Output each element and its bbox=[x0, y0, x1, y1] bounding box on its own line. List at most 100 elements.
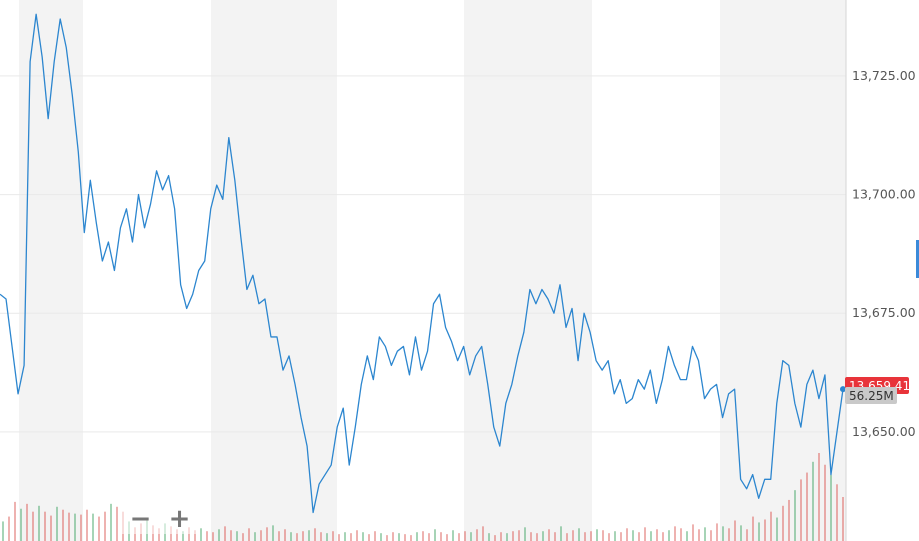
volume-bar bbox=[752, 516, 754, 541]
volume-bar bbox=[74, 513, 76, 541]
volume-bar bbox=[332, 531, 334, 541]
volume-bar bbox=[260, 530, 262, 541]
volume-bar bbox=[482, 526, 484, 541]
volume-bar bbox=[662, 532, 664, 541]
volume-bar bbox=[218, 529, 220, 541]
volume-bar bbox=[62, 509, 64, 541]
volume-bar bbox=[38, 505, 40, 541]
volume-bar bbox=[656, 529, 658, 541]
zoom-controls: − + bbox=[121, 504, 199, 534]
volume-bar bbox=[476, 529, 478, 541]
volume-bar bbox=[416, 532, 418, 541]
edge-handle[interactable] bbox=[916, 240, 919, 278]
volume-bar bbox=[686, 531, 688, 541]
volume-bar bbox=[536, 533, 538, 541]
volume-bar bbox=[2, 521, 4, 541]
volume-bar bbox=[788, 499, 790, 541]
y-tick-label: 13,675.00 bbox=[852, 305, 916, 320]
volume-bar bbox=[254, 532, 256, 541]
last-price-dot bbox=[840, 386, 846, 393]
volume-bar bbox=[716, 523, 718, 541]
volume-bar bbox=[458, 533, 460, 541]
volume-bar bbox=[596, 529, 598, 541]
volume-bar bbox=[446, 534, 448, 541]
volume-bar bbox=[56, 506, 58, 541]
volume-bar bbox=[422, 531, 424, 541]
volume-bar bbox=[374, 531, 376, 541]
volume-bar bbox=[230, 530, 232, 541]
volume-bar bbox=[698, 529, 700, 541]
volume-bar bbox=[188, 527, 190, 541]
volume-bar bbox=[584, 532, 586, 541]
y-tick-label: 13,700.00 bbox=[852, 187, 916, 202]
volume-bar bbox=[626, 528, 628, 541]
volume-bar bbox=[770, 511, 772, 541]
volume-bar bbox=[356, 530, 358, 541]
volume-bar bbox=[50, 515, 52, 541]
volume-bar bbox=[776, 517, 778, 541]
session-bands bbox=[19, 0, 846, 541]
volume-bar bbox=[572, 530, 574, 541]
volume-bar bbox=[842, 497, 844, 541]
volume-bar bbox=[734, 520, 736, 541]
volume-bar bbox=[740, 525, 742, 541]
session-band bbox=[720, 0, 846, 541]
y-tick-label: 13,650.00 bbox=[852, 424, 916, 439]
volume-bar bbox=[404, 534, 406, 541]
volume-bar bbox=[14, 501, 16, 541]
y-axis-ticks: 13,650.00 13,675.00 13,700.00 13,725.00 bbox=[852, 68, 916, 439]
volume-bar bbox=[344, 532, 346, 541]
volume-bar bbox=[392, 532, 394, 541]
volume-bar bbox=[380, 533, 382, 541]
volume-bar bbox=[722, 526, 724, 541]
volume-bar bbox=[728, 528, 730, 541]
volume-bar bbox=[782, 505, 784, 541]
volume-bar bbox=[494, 535, 496, 541]
volume-bar bbox=[86, 509, 88, 541]
volume-bar bbox=[368, 534, 370, 541]
volume-bar bbox=[812, 461, 814, 541]
volume-bar bbox=[614, 531, 616, 541]
zoom-in-button[interactable]: + bbox=[168, 504, 191, 534]
volume-bar bbox=[500, 532, 502, 541]
zoom-out-button[interactable]: − bbox=[129, 504, 152, 534]
volume-bar bbox=[92, 513, 94, 541]
session-band bbox=[211, 0, 337, 541]
volume-bar bbox=[386, 535, 388, 541]
volume-bar bbox=[320, 532, 322, 541]
volume-bar bbox=[638, 532, 640, 541]
volume-bar bbox=[668, 530, 670, 541]
session-band bbox=[464, 0, 592, 541]
volume-bar bbox=[242, 533, 244, 541]
volume-bar bbox=[194, 530, 196, 541]
volume-bar bbox=[116, 506, 118, 541]
volume-bar bbox=[428, 533, 430, 541]
volume-bar bbox=[434, 529, 436, 541]
volume-bar bbox=[440, 532, 442, 541]
volume-bar bbox=[560, 526, 562, 541]
volume-bar bbox=[110, 503, 112, 541]
volume-bar bbox=[746, 529, 748, 541]
volume-bar bbox=[590, 531, 592, 541]
volume-bar bbox=[800, 479, 802, 541]
volume-bar bbox=[236, 531, 238, 541]
volume-bar bbox=[836, 484, 838, 541]
volume-bar bbox=[824, 464, 826, 541]
volume-bar bbox=[80, 514, 82, 541]
volume-bar bbox=[806, 472, 808, 541]
volume-bar bbox=[158, 528, 160, 541]
volume-bar bbox=[506, 533, 508, 541]
volume-bar bbox=[200, 528, 202, 541]
volume-bar bbox=[248, 528, 250, 541]
volume-bar bbox=[302, 531, 304, 541]
volume-bar bbox=[518, 530, 520, 541]
volume-bar bbox=[530, 532, 532, 541]
gridlines bbox=[0, 0, 847, 541]
volume-bar bbox=[554, 532, 556, 541]
volume-bar bbox=[296, 533, 298, 541]
volume-bar bbox=[98, 516, 100, 541]
volume-bar bbox=[176, 529, 178, 541]
volume-bar bbox=[284, 529, 286, 541]
